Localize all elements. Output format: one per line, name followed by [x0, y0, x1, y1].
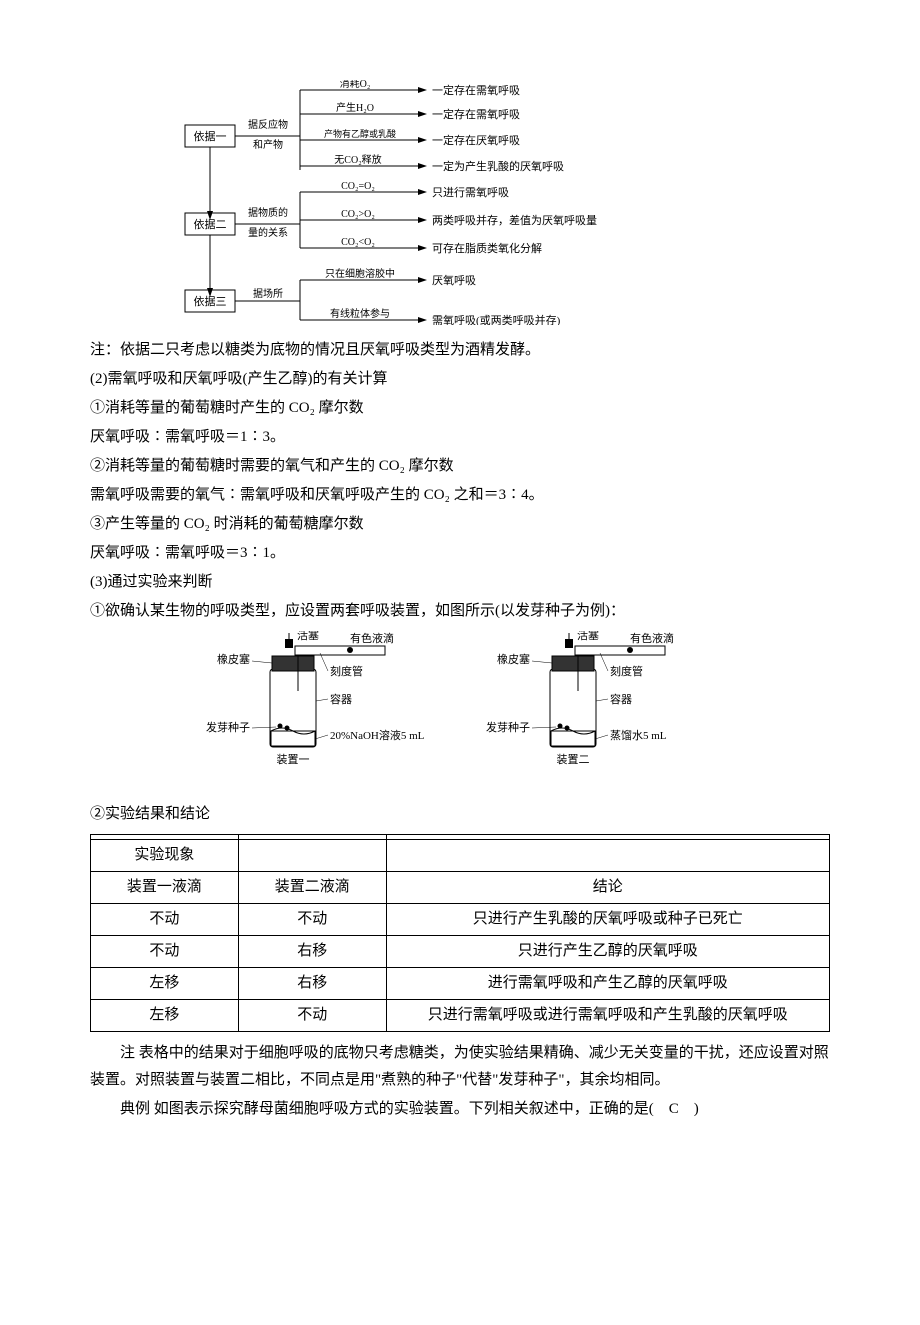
cell	[386, 840, 829, 872]
exp-setup: ①欲确认某生物的呼吸类型，应设置两套呼吸装置，如图所示(以发芽种子为例)：	[90, 598, 830, 625]
l-stopper1: 橡皮塞	[217, 652, 250, 666]
l-droplet2: 有色液滴	[630, 631, 674, 645]
l-droplet1: 有色液滴	[350, 631, 394, 645]
flowchart-diagram: 依据一 据反应物 和产物 消耗O₂ 一定存在需氧呼吸 产生H₂O 一定存在需氧呼…	[90, 80, 830, 325]
calc2-body: 需氧呼吸需要的氧气∶需氧呼吸和厌氧呼吸产生的 CO₂ 之和＝3∶4。	[90, 482, 830, 509]
l-seeds2: 发芽种子	[486, 720, 530, 734]
calc3-body: 厌氧呼吸∶需氧呼吸＝3∶1。	[90, 540, 830, 567]
b2-r2: 两类呼吸并存，差值为厌氧呼吸量	[432, 213, 597, 227]
calc1-body: 厌氧呼吸∶需氧呼吸＝1∶3。	[90, 424, 830, 451]
note-basis2: 注：依据二只考虑以糖类为底物的情况且厌氧呼吸类型为酒精发酵。	[90, 337, 830, 364]
cell: 只进行产生乙醇的厌氧呼吸	[386, 936, 829, 968]
b3-r1: 厌氧呼吸	[432, 273, 476, 287]
table-row: 不动 不动 只进行产生乳酸的厌氧呼吸或种子已死亡	[91, 904, 830, 936]
table-note: 注 表格中的结果对于细胞呼吸的底物只考虑糖类，为使实验结果精确、减少无关变量的干…	[90, 1040, 830, 1094]
calc1-title: ①消耗等量的葡萄糖时产生的 CO₂ 摩尔数	[90, 395, 830, 422]
exp-result-title-block: ②实验结果和结论	[90, 801, 830, 828]
exp-result-title: ②实验结果和结论	[90, 801, 830, 828]
table-row: 实验现象	[91, 840, 830, 872]
b2-r1: 只进行需氧呼吸	[432, 185, 509, 199]
table-row: 左移 右移 进行需氧呼吸和产生乙醇的厌氧呼吸	[91, 968, 830, 1000]
cell	[238, 840, 386, 872]
l-piston2: 活塞	[577, 631, 599, 642]
basis1-edge-l1: 据反应物	[248, 118, 288, 131]
b3-t2: 有线粒体参与	[330, 307, 390, 320]
basis2-edge-l2: 量的关系	[248, 226, 288, 239]
basis1-label: 依据一	[194, 129, 227, 143]
b2-t3: CO₂<O₂	[341, 237, 375, 248]
cell: 左移	[91, 968, 239, 1000]
cell: 不动	[91, 904, 239, 936]
cell: 右移	[238, 936, 386, 968]
cell: 只进行需氧呼吸或进行需氧呼吸和产生乳酸的厌氧呼吸	[386, 1000, 829, 1032]
cell: 实验现象	[91, 840, 239, 872]
table-row: 左移 不动 只进行需氧呼吸或进行需氧呼吸和产生乳酸的厌氧呼吸	[91, 1000, 830, 1032]
cell: 不动	[238, 904, 386, 936]
b2-t1: CO₂=O₂	[341, 181, 375, 192]
b1-r1: 一定存在需氧呼吸	[432, 83, 520, 97]
page-container: 依据一 据反应物 和产物 消耗O₂ 一定存在需氧呼吸 产生H₂O 一定存在需氧呼…	[0, 0, 920, 1325]
table-row: 装置一液滴 装置二液滴 结论	[91, 872, 830, 904]
b1-r3: 一定存在厌氧呼吸	[432, 133, 520, 147]
cell: 结论	[386, 872, 829, 904]
cell: 装置二液滴	[238, 872, 386, 904]
b3-t1: 只在细胞溶胶中	[325, 267, 395, 280]
b2-r3: 可存在脂质类氧化分解	[432, 241, 542, 255]
l-container2: 容器	[610, 692, 632, 706]
basis3-edge: 据场所	[253, 287, 283, 300]
l-water: 蒸馏水5 mL	[610, 728, 667, 742]
l-dev2: 装置二	[557, 753, 590, 766]
calc3-title: ③产生等量的 CO₂ 时消耗的葡萄糖摩尔数	[90, 511, 830, 538]
l-tube1: 刻度管	[330, 664, 363, 678]
b1-t3: 产物有乙醇或乳酸	[324, 128, 396, 139]
cell: 右移	[238, 968, 386, 1000]
l-piston1: 活塞	[297, 631, 319, 642]
apparatus-diagram: 橡皮塞 活塞 有色液滴 刻度管 容器 发芽种子 20%NaOH溶液5 mL 装置…	[90, 631, 830, 791]
cell: 只进行产生乳酸的厌氧呼吸或种子已死亡	[386, 904, 829, 936]
cell: 左移	[91, 1000, 239, 1032]
b1-t4: 无CO₂释放	[334, 153, 381, 166]
b1-t1: 消耗O₂	[340, 80, 371, 90]
b1-r2: 一定存在需氧呼吸	[432, 107, 520, 121]
basis1-edge-l2: 和产物	[253, 138, 283, 151]
cell: 不动	[238, 1000, 386, 1032]
basis2-label: 依据二	[194, 217, 227, 231]
basis2-edge-l1: 据物质的	[248, 206, 288, 219]
l-tube2: 刻度管	[610, 664, 643, 678]
b2-t2: CO₂>O₂	[341, 209, 375, 220]
results-table: 实验现象 装置一液滴 装置二液滴 结论 不动 不动 只进行产生乳酸的厌氧呼吸或种…	[90, 834, 830, 1032]
l-naoh: 20%NaOH溶液5 mL	[330, 728, 425, 742]
basis3-label: 依据三	[194, 294, 227, 308]
b1-r4: 一定为产生乳酸的厌氧呼吸	[432, 159, 564, 173]
l-seeds1: 发芽种子	[206, 720, 250, 734]
b3-r2: 需氧呼吸(或两类呼吸并存)	[432, 313, 561, 325]
section3-title: (3)通过实验来判断	[90, 569, 830, 596]
cell: 进行需氧呼吸和产生乙醇的厌氧呼吸	[386, 968, 829, 1000]
footer-text-block: 注 表格中的结果对于细胞呼吸的底物只考虑糖类，为使实验结果精确、减少无关变量的干…	[90, 1040, 830, 1123]
body-text-block: 注：依据二只考虑以糖类为底物的情况且厌氧呼吸类型为酒精发酵。 (2)需氧呼吸和厌…	[90, 337, 830, 625]
cell: 装置一液滴	[91, 872, 239, 904]
calc2-title: ②消耗等量的葡萄糖时需要的氧气和产生的 CO₂ 摩尔数	[90, 453, 830, 480]
cell: 不动	[91, 936, 239, 968]
table-row: 不动 右移 只进行产生乙醇的厌氧呼吸	[91, 936, 830, 968]
l-stopper2: 橡皮塞	[497, 652, 530, 666]
example-text: 典例 如图表示探究酵母菌细胞呼吸方式的实验装置。下列相关叙述中，正确的是( C …	[90, 1096, 830, 1123]
l-container1: 容器	[330, 692, 352, 706]
section2-title: (2)需氧呼吸和厌氧呼吸(产生乙醇)的有关计算	[90, 366, 830, 393]
b1-t2: 产生H₂O	[336, 101, 374, 114]
l-dev1: 装置一	[277, 753, 310, 766]
